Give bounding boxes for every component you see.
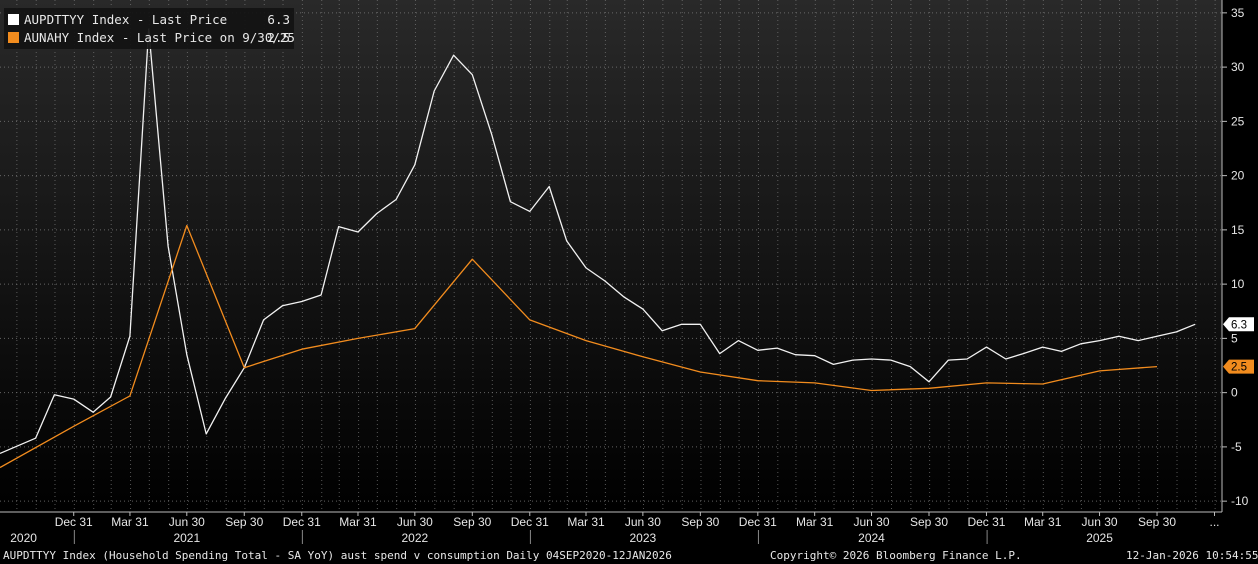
x-year-label: 2021 <box>173 531 200 545</box>
x-tick-label: Mar 31 <box>796 515 834 529</box>
y-tick-label: -10 <box>1231 494 1249 508</box>
x-year-label: 2024 <box>858 531 885 545</box>
series-line-aupdttyy <box>0 28 1196 454</box>
x-tick-label: ... <box>1209 515 1219 529</box>
x-tick-label: Jun 30 <box>169 515 205 529</box>
chart-legend: AUPDTTYY Index - Last Price 6.3 AUNAHY I… <box>4 8 295 49</box>
legend-swatch <box>8 13 19 25</box>
x-year-label: 2023 <box>630 531 657 545</box>
x-tick-label: Jun 30 <box>1082 515 1118 529</box>
legend-label: AUPDTTYY Index - Last Price <box>24 11 228 27</box>
x-tick-label: Sep 30 <box>1138 515 1176 529</box>
legend-label: AUNAHY Index - Last Price on 9/30/25 <box>24 29 295 45</box>
legend-entry: AUPDTTYY Index - Last Price 6.3 <box>8 10 290 28</box>
x-tick-label: Jun 30 <box>854 515 890 529</box>
legend-swatch <box>8 31 19 43</box>
x-year-label: 2022 <box>401 531 428 545</box>
x-tick-label: Dec 31 <box>967 515 1005 529</box>
x-tick-label: Sep 30 <box>681 515 719 529</box>
y-tick-label: 0 <box>1231 386 1238 400</box>
x-tick-label: Sep 30 <box>910 515 948 529</box>
x-tick-label: Dec 31 <box>283 515 321 529</box>
copyright: Copyright© 2026 Bloomberg Finance L.P. <box>770 549 1022 562</box>
x-tick-label: Sep 30 <box>225 515 263 529</box>
y-tick-label: 25 <box>1231 114 1245 128</box>
x-tick-label: Mar 31 <box>339 515 377 529</box>
last-value-label: 6.3 <box>1231 319 1247 331</box>
y-tick-label: 30 <box>1231 60 1245 74</box>
x-tick-label: Mar 31 <box>1024 515 1062 529</box>
y-tick-label: -5 <box>1231 440 1242 454</box>
y-tick-label: 5 <box>1231 331 1238 345</box>
y-tick-label: 35 <box>1231 6 1245 20</box>
legend-value: 6.3 <box>267 11 290 27</box>
plot-area <box>0 0 1222 512</box>
x-tick-label: Dec 31 <box>739 515 777 529</box>
legend-value: 2.5 <box>267 29 290 45</box>
x-year-label: 2025 <box>1086 531 1113 545</box>
y-tick-label: 10 <box>1231 277 1245 291</box>
x-tick-label: Jun 30 <box>625 515 661 529</box>
x-tick-label: Dec 31 <box>55 515 93 529</box>
last-value-label: 2.5 <box>1231 362 1247 374</box>
x-tick-label: Mar 31 <box>111 515 149 529</box>
y-tick-label: 20 <box>1231 169 1245 183</box>
x-tick-label: Sep 30 <box>453 515 491 529</box>
last-value-tag <box>1223 359 1254 374</box>
last-value-tag <box>1223 317 1254 332</box>
x-tick-label: Jun 30 <box>397 515 433 529</box>
timestamp: 12-Jan-2026 10:54:55 <box>1126 549 1258 562</box>
x-year-label: 2020 <box>10 531 37 545</box>
x-tick-label: Dec 31 <box>511 515 549 529</box>
status-bar: AUPDTTYY Index (Household Spending Total… <box>0 546 1258 564</box>
legend-entry: AUNAHY Index - Last Price on 9/30/25 2.5 <box>8 28 295 46</box>
series-line-aunahy <box>0 224 1158 469</box>
y-tick-label: 15 <box>1231 223 1245 237</box>
x-tick-label: Mar 31 <box>567 515 605 529</box>
chart-description: AUPDTTYY Index (Household Spending Total… <box>3 549 672 562</box>
